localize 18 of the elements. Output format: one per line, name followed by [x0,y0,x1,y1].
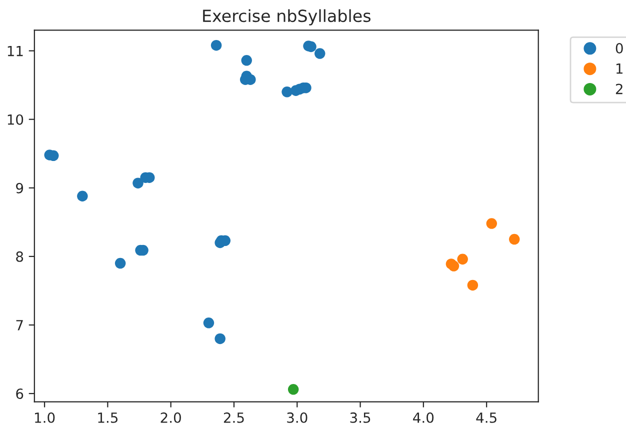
x-tick-label: 4.0 [413,412,434,423]
chart-title: Exercise nbSyllables [203,9,370,26]
x-tick-label: 3.0 [287,412,308,423]
x-tick-label: 4.5 [476,412,496,423]
x-tick-label: 2.0 [160,412,181,423]
y-tick-label: 7 [16,320,23,330]
x-tick-label: 3.5 [350,412,370,423]
x-tick-label: 2.5 [224,412,244,423]
legend-label: 2 [616,84,622,94]
y-tick-label: 10 [8,114,24,125]
legend-label: 1 [616,64,622,74]
legend-label: 0 [616,42,623,54]
y-tick-label: 9 [16,182,24,194]
y-tick-label: 6 [16,388,24,400]
x-tick-label: 1.5 [98,412,118,423]
y-tick-label: 11 [8,46,23,56]
x-tick-label: 1.0 [35,412,55,423]
y-tick-label: 8 [16,251,24,262]
